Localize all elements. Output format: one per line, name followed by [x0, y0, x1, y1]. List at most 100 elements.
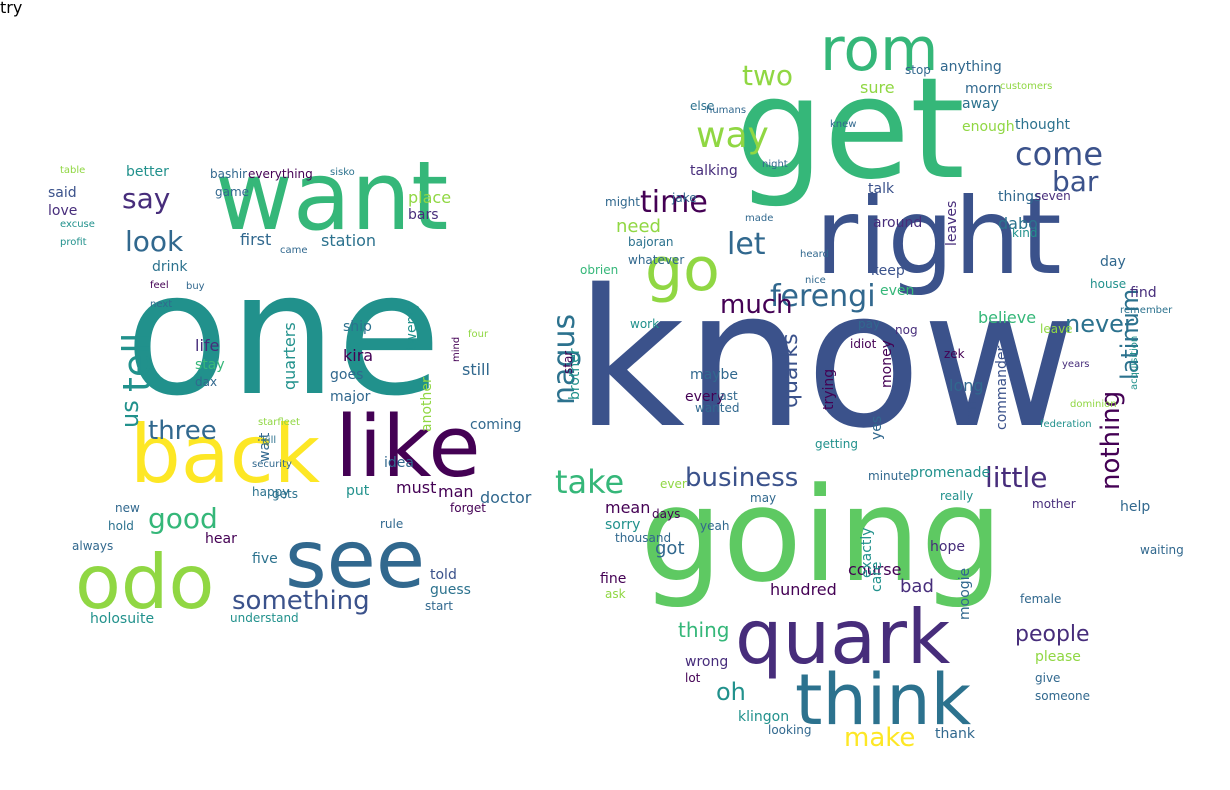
word-nice: nice [805, 275, 826, 286]
word-business: business [685, 463, 799, 493]
word-take: take [555, 463, 625, 501]
word-morn: morn [965, 81, 1002, 97]
word-security: security [252, 459, 292, 470]
word-bajoran: bajoran [628, 235, 674, 249]
word-always: always [72, 539, 114, 553]
word-pay: pay [858, 317, 881, 331]
word-may: may [750, 491, 777, 505]
word-mean: mean [605, 498, 651, 517]
word-us: us [116, 400, 144, 428]
word-maybe: maybe [690, 367, 739, 383]
word-thank: thank [935, 726, 975, 742]
word-place: place [408, 188, 452, 207]
word-talking: talking [690, 163, 738, 179]
word-sure: sure [860, 78, 895, 97]
word-told: told [430, 567, 457, 583]
word-away: away [962, 96, 999, 112]
word-quark: quark [735, 593, 951, 681]
word-twenty: twenty [404, 301, 420, 350]
word-love: love [48, 203, 78, 219]
word-little: little [985, 461, 1048, 494]
word-every: every [685, 389, 725, 405]
word-hope: hope [930, 539, 965, 555]
word-two: two [742, 59, 794, 92]
word-need: need [616, 216, 661, 237]
word-right: right [815, 176, 1062, 298]
word-ever: ever [660, 477, 687, 491]
word-talk: talk [868, 181, 895, 197]
word-federation: federation [1040, 419, 1092, 430]
word-fine: fine [600, 571, 627, 587]
word-goes: goes [330, 367, 364, 383]
word-see: see [285, 513, 426, 606]
word-like: like [335, 398, 481, 497]
word-leaves: leaves [944, 200, 960, 246]
word-bar: bar [1052, 165, 1099, 198]
word-buy: buy [186, 281, 205, 292]
word-ask: ask [605, 587, 626, 601]
word-still: still [462, 360, 490, 379]
word-give: give [1035, 671, 1061, 685]
word-yes: yes [869, 415, 885, 440]
word-back: back [130, 408, 321, 501]
word-promenade: promenade [910, 465, 991, 481]
word-way: way [696, 115, 769, 156]
word-star: star [561, 350, 575, 374]
word-sisko: sisko [330, 167, 355, 178]
word-yeah: yeah [700, 519, 730, 533]
word-hundred: hundred [770, 580, 837, 599]
word-leave: leave [1040, 322, 1073, 336]
word-even: even [880, 283, 915, 299]
word-getting: getting [815, 437, 858, 451]
word-days: days [652, 507, 681, 521]
word-come: come [1015, 135, 1104, 173]
word-forget: forget [450, 501, 486, 515]
word-major: major [330, 389, 371, 405]
word-rom: rom [820, 15, 939, 85]
word-dax: dax [195, 375, 218, 389]
word-better: better [126, 164, 169, 180]
word-female: female [1020, 592, 1062, 606]
word-thousand: thousand [615, 531, 672, 545]
word-humans: humans [706, 105, 747, 116]
word-get: get [735, 48, 965, 211]
word-guess: guess [430, 582, 471, 598]
word-knew: knew [830, 119, 857, 130]
word-things: things [998, 189, 1042, 205]
word-hold: hold [108, 519, 134, 533]
word-put: put [346, 483, 370, 499]
word-came: came [280, 245, 308, 256]
word-quarters: quarters [280, 322, 299, 390]
word-sorry: sorry [605, 517, 641, 533]
word-make: make [844, 723, 916, 753]
word-thing: thing [678, 618, 730, 642]
word-thought: thought [1015, 117, 1071, 133]
word-night: night [762, 159, 788, 170]
word-said: said [48, 185, 77, 201]
word-idea: idea [384, 455, 414, 471]
word-everything: everything [248, 167, 313, 181]
word-excuse: excuse [60, 219, 95, 230]
word-bars: bars [408, 207, 439, 223]
word-wrong: wrong [685, 654, 729, 670]
word-moogie: moogie [957, 567, 973, 620]
word-else: else [690, 99, 715, 113]
word-enough: enough [962, 119, 1015, 135]
word-keep: keep [871, 263, 905, 279]
word-course: course [848, 560, 902, 579]
word-must: must [396, 478, 437, 497]
word-got: got [655, 538, 685, 559]
word-bashir: bashir [210, 167, 248, 181]
word-look: look [125, 225, 184, 258]
word-one: one [125, 236, 442, 434]
word-kill: kill [262, 435, 277, 446]
word-quarks: quarks [778, 333, 803, 408]
word-rule: rule [380, 517, 404, 531]
word-new: new [115, 501, 140, 515]
word-kira: kira [343, 346, 374, 365]
word-nog: nog [895, 323, 918, 337]
word-stay: stay [195, 357, 225, 373]
word-let: let [727, 227, 766, 262]
word-looking: looking [768, 723, 812, 737]
